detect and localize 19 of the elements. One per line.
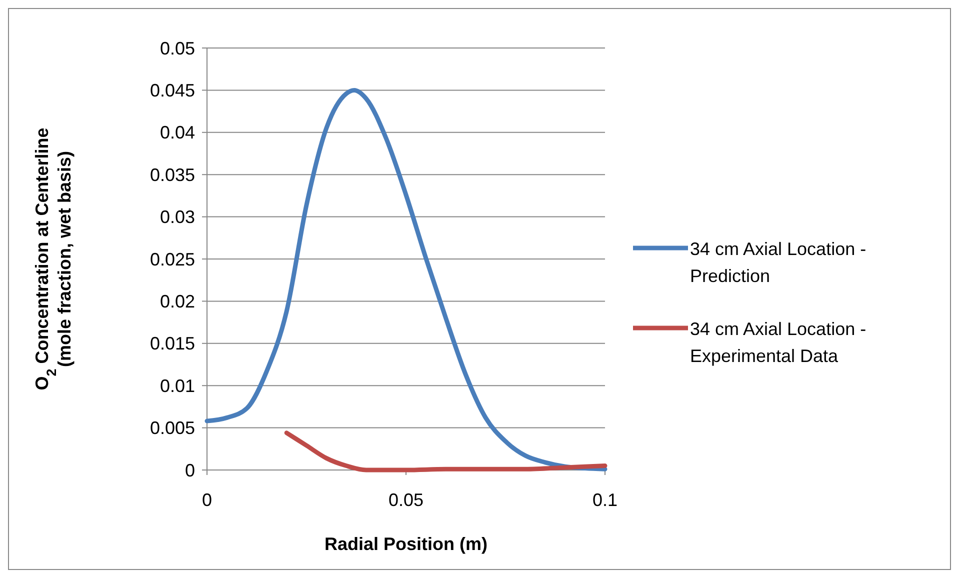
y-tick-label: 0.02 [160,292,195,312]
y-tick-label: 0.05 [160,38,195,58]
y-tick-label: 0.025 [150,249,195,270]
y-tick-label: 0.035 [150,164,195,185]
x-axis-title: Radial Position (m) [324,534,488,554]
legend-label: 34 cm Axial Location - Prediction [690,239,866,286]
x-tick-label: 0.05 [388,490,424,510]
legend-label: 34 cm Axial Location - Experimental Data [690,319,866,366]
x-tick-label: 0 [202,490,212,510]
line-series [204,88,608,472]
x-tick-label: 0.1 [592,490,618,510]
line-series [284,430,608,472]
y-tick-label: 0.045 [150,80,195,100]
y-tick-label: 0.04 [160,122,195,143]
y-tick-label: 0.03 [160,207,195,228]
y-tick-label: 0.015 [150,334,195,354]
y-tick-label: 0.005 [150,418,195,438]
y-tick-label: 0.01 [160,376,195,396]
y-tick-label: 0 [184,460,195,480]
